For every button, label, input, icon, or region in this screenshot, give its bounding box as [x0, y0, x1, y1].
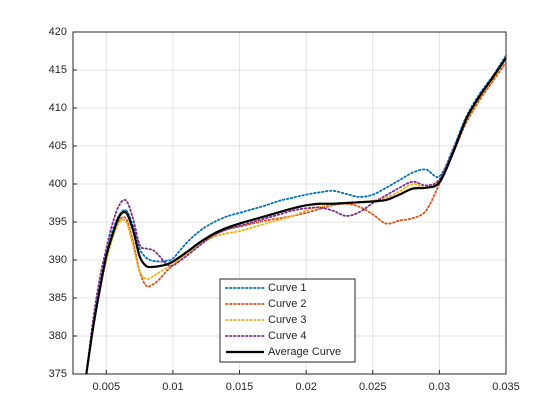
- legend-label: Curve 3: [268, 314, 307, 326]
- x-tick-label: 0.035: [492, 381, 520, 393]
- plot-lines: [85, 54, 506, 374]
- x-tick-label: 0.02: [295, 381, 316, 393]
- y-tick-label: 390: [49, 254, 67, 266]
- x-tick-label: 0.015: [226, 381, 254, 393]
- axes-box: [72, 31, 507, 375]
- series-line: [85, 56, 506, 374]
- series-line: [85, 61, 506, 374]
- y-tick-label: 375: [49, 368, 67, 380]
- x-tick-label: 0.01: [162, 381, 183, 393]
- x-tick-label: 0.005: [93, 381, 121, 393]
- legend-label: Curve 2: [268, 298, 307, 310]
- x-tick-label: 0.03: [429, 381, 450, 393]
- y-tick-label: 380: [49, 330, 67, 342]
- y-tick-label: 395: [49, 216, 67, 228]
- legend-label: Average Curve: [268, 346, 341, 358]
- legend-label: Curve 1: [268, 282, 307, 294]
- y-tick-label: 400: [49, 178, 67, 190]
- series-line: [85, 54, 506, 374]
- x-tick-label: 0.025: [359, 381, 387, 393]
- y-tick-label: 410: [49, 102, 67, 114]
- series-line: [85, 57, 506, 374]
- legend-label: Curve 4: [268, 330, 307, 342]
- y-tick-label: 385: [49, 292, 67, 304]
- y-tick-label: 415: [49, 64, 67, 76]
- y-tick-label: 420: [49, 26, 67, 38]
- y-tick-label: 405: [49, 140, 67, 152]
